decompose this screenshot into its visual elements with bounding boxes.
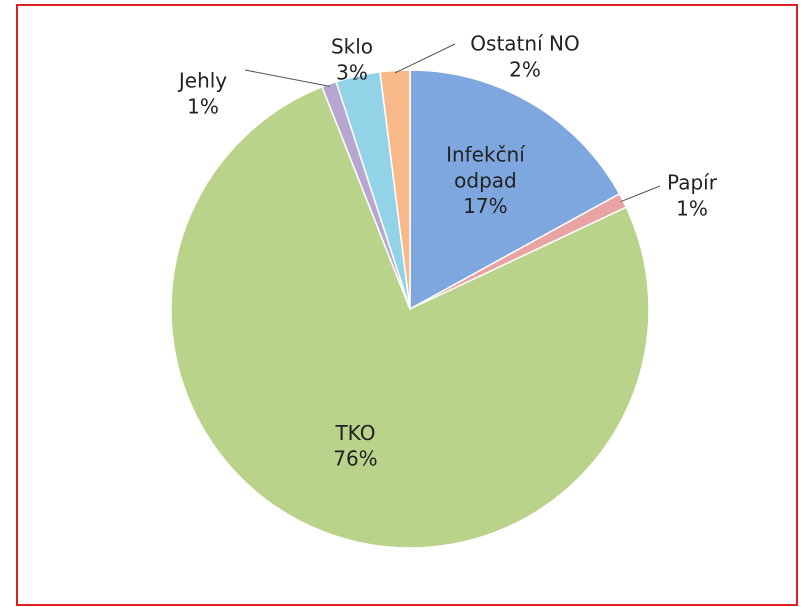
slice-value: 1% [676,197,708,221]
leader-line [354,77,359,81]
slice-label: Sklo [331,35,373,59]
slice-value: 1% [187,95,219,119]
slice-value: 17% [463,194,507,218]
slice-label: Papír [667,171,718,195]
slice-value: 3% [336,61,368,85]
pie-slice [379,69,411,310]
leader-line [244,69,330,87]
slice-label: TKO [334,420,375,444]
slice-label: Jehly [177,69,227,93]
slice-value: 2% [509,58,541,82]
pie-slice [409,69,621,311]
leader-line [620,185,661,203]
pie-slice [170,85,650,549]
slice-value: 76% [333,446,377,470]
slice-label: Ostatní NO [470,32,579,56]
leader-line [394,43,456,74]
slice-label: Infekční odpad [446,142,526,192]
